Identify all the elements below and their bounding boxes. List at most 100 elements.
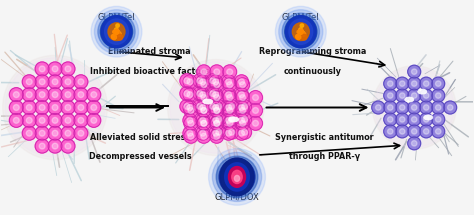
Ellipse shape xyxy=(432,89,445,102)
Ellipse shape xyxy=(196,88,210,102)
Ellipse shape xyxy=(229,117,235,122)
Ellipse shape xyxy=(196,75,210,89)
Ellipse shape xyxy=(197,65,211,79)
Ellipse shape xyxy=(26,79,32,85)
Ellipse shape xyxy=(235,88,248,102)
Ellipse shape xyxy=(197,117,211,130)
Text: through PPAR-γ: through PPAR-γ xyxy=(289,152,360,161)
Ellipse shape xyxy=(235,75,248,89)
Ellipse shape xyxy=(420,77,433,90)
Ellipse shape xyxy=(210,117,224,130)
Ellipse shape xyxy=(375,105,381,110)
Ellipse shape xyxy=(289,19,313,44)
Ellipse shape xyxy=(226,92,232,98)
Ellipse shape xyxy=(411,105,417,110)
Ellipse shape xyxy=(115,28,118,31)
Ellipse shape xyxy=(299,29,303,34)
Ellipse shape xyxy=(13,117,19,123)
Ellipse shape xyxy=(39,66,45,72)
Text: GLPM/Tel: GLPM/Tel xyxy=(98,12,135,21)
Ellipse shape xyxy=(214,69,220,75)
Ellipse shape xyxy=(13,104,19,111)
Ellipse shape xyxy=(35,101,49,114)
Ellipse shape xyxy=(372,101,385,114)
Ellipse shape xyxy=(212,112,226,126)
Ellipse shape xyxy=(236,91,250,104)
Ellipse shape xyxy=(237,125,252,139)
Ellipse shape xyxy=(232,170,242,184)
Ellipse shape xyxy=(87,113,101,127)
Ellipse shape xyxy=(26,104,32,111)
Ellipse shape xyxy=(418,89,427,94)
Ellipse shape xyxy=(74,88,88,102)
Ellipse shape xyxy=(197,78,211,92)
Ellipse shape xyxy=(209,101,223,114)
Ellipse shape xyxy=(213,130,219,136)
Ellipse shape xyxy=(52,66,58,72)
Ellipse shape xyxy=(296,35,299,38)
Ellipse shape xyxy=(226,79,232,85)
Ellipse shape xyxy=(100,16,133,48)
Ellipse shape xyxy=(213,104,219,111)
Ellipse shape xyxy=(206,87,219,101)
Ellipse shape xyxy=(48,62,62,76)
Ellipse shape xyxy=(78,79,84,85)
Ellipse shape xyxy=(116,24,119,27)
Ellipse shape xyxy=(52,130,58,136)
Ellipse shape xyxy=(229,129,235,135)
Ellipse shape xyxy=(301,31,303,33)
Ellipse shape xyxy=(292,23,309,41)
Ellipse shape xyxy=(436,117,441,122)
Ellipse shape xyxy=(188,133,194,139)
Ellipse shape xyxy=(222,88,236,102)
Ellipse shape xyxy=(275,6,326,57)
Ellipse shape xyxy=(184,103,190,109)
Ellipse shape xyxy=(197,103,211,117)
Ellipse shape xyxy=(117,32,121,36)
Ellipse shape xyxy=(117,31,119,33)
Ellipse shape xyxy=(201,69,207,75)
Ellipse shape xyxy=(388,93,393,98)
Ellipse shape xyxy=(411,69,417,74)
Ellipse shape xyxy=(436,81,441,86)
Ellipse shape xyxy=(184,129,198,143)
Ellipse shape xyxy=(210,78,216,84)
Ellipse shape xyxy=(238,79,245,85)
Ellipse shape xyxy=(184,104,198,117)
Ellipse shape xyxy=(61,113,75,127)
Ellipse shape xyxy=(48,126,62,140)
Ellipse shape xyxy=(201,95,207,101)
Ellipse shape xyxy=(400,105,405,110)
Ellipse shape xyxy=(423,117,429,122)
Ellipse shape xyxy=(411,93,417,98)
Ellipse shape xyxy=(240,95,246,101)
Ellipse shape xyxy=(228,167,246,187)
Ellipse shape xyxy=(183,88,197,102)
Ellipse shape xyxy=(115,30,119,34)
Ellipse shape xyxy=(222,101,236,114)
Ellipse shape xyxy=(240,120,246,126)
Ellipse shape xyxy=(197,78,203,84)
Ellipse shape xyxy=(408,65,421,78)
Ellipse shape xyxy=(201,82,207,88)
Ellipse shape xyxy=(432,77,445,90)
Ellipse shape xyxy=(3,55,108,160)
Ellipse shape xyxy=(22,101,36,114)
Ellipse shape xyxy=(226,117,232,123)
Ellipse shape xyxy=(411,81,417,86)
Ellipse shape xyxy=(210,116,224,130)
Ellipse shape xyxy=(114,29,118,34)
Text: Alleviated solid stress: Alleviated solid stress xyxy=(90,133,190,142)
Ellipse shape xyxy=(48,139,62,153)
Ellipse shape xyxy=(210,103,224,117)
Ellipse shape xyxy=(197,116,211,130)
Ellipse shape xyxy=(200,104,206,111)
Ellipse shape xyxy=(242,104,247,109)
Ellipse shape xyxy=(223,116,237,130)
Ellipse shape xyxy=(35,139,49,153)
Ellipse shape xyxy=(227,108,233,113)
Ellipse shape xyxy=(220,158,254,196)
Text: GLPM/Tel: GLPM/Tel xyxy=(282,12,319,21)
Ellipse shape xyxy=(408,89,421,102)
Ellipse shape xyxy=(108,23,125,41)
